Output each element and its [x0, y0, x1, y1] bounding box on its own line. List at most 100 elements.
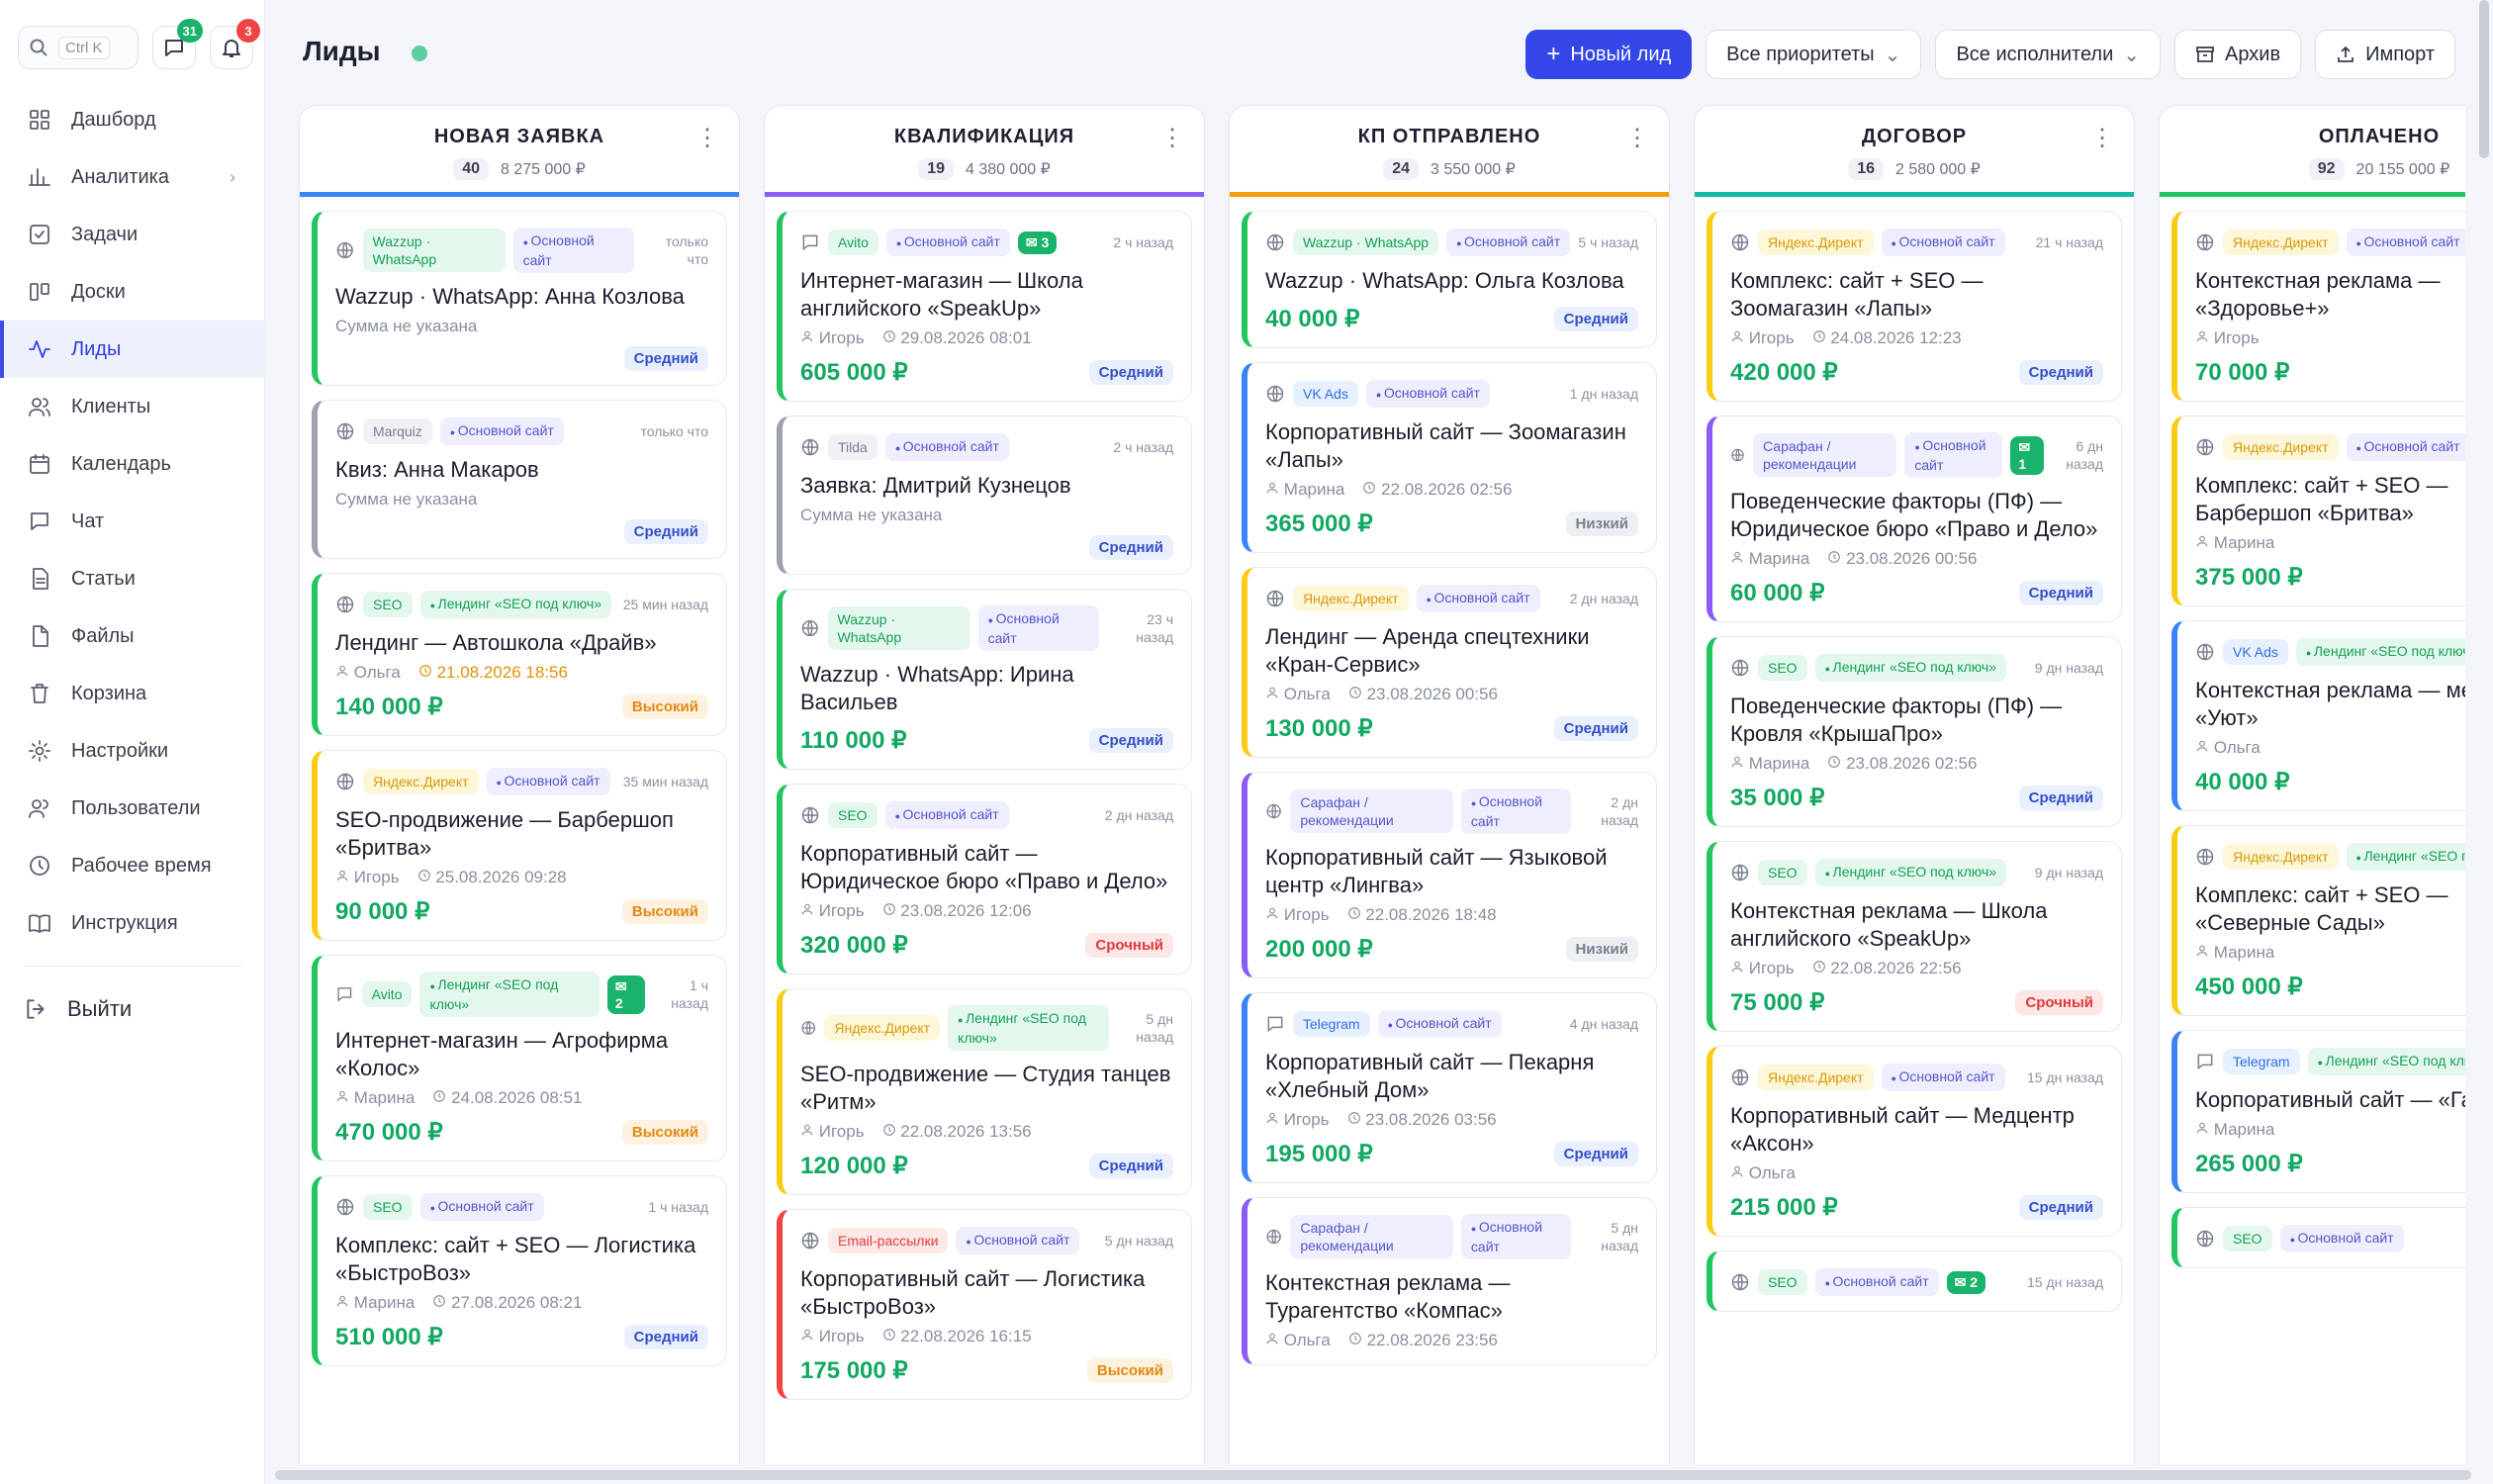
sidebar-item-book[interactable]: Инструкция: [0, 894, 265, 952]
lead-card[interactable]: Avito Основной сайт ✉ 3 2 ч назад Интерн…: [777, 211, 1192, 402]
logout-icon: [27, 999, 45, 1019]
unread-count: 3: [1041, 233, 1050, 250]
live-status-dot: [412, 46, 427, 61]
vertical-scrollbar[interactable]: [2479, 0, 2489, 158]
notifications-button[interactable]: 3: [210, 19, 260, 69]
lead-card[interactable]: Яндекс.Директ Основной сайт 21 ч назад К…: [1707, 211, 2122, 402]
source-tag: Telegram: [2223, 1049, 2300, 1074]
archive-button[interactable]: Архив: [2174, 30, 2302, 79]
lead-card[interactable]: SEO Основной сайт 1 ч назад Комплекс: са…: [312, 1175, 727, 1366]
lead-card[interactable]: Яндекс.Директ Основной сайт 2 дн назад Л…: [1242, 567, 1657, 758]
lead-amount: 510 000 ₽: [335, 1324, 443, 1350]
lead-card[interactable]: VK Ads Основной сайт 1 дн назад Корпорат…: [1242, 362, 1657, 553]
calendar-icon: [30, 454, 49, 474]
lead-amount: 320 000 ₽: [800, 932, 908, 959]
lead-card[interactable]: SEO Лендинг «SEO под ключ» 9 дн назад По…: [1707, 636, 2122, 827]
lead-card[interactable]: SEO Основной сайт ✉ 2 15 дн назад: [1707, 1251, 2122, 1312]
assignee: Игорь: [800, 328, 865, 348]
globe-icon: [801, 1232, 819, 1250]
sidebar-item-leads[interactable]: Лиды: [0, 321, 265, 378]
lead-card[interactable]: Telegram Лендинг «SEO под ключ» Корпорат…: [2171, 1030, 2465, 1193]
assignee-name: Игорь: [818, 328, 865, 347]
priority-badge: Низкий: [1565, 511, 1638, 536]
lead-card[interactable]: Marquiz Основной сайт только что Квиз: А…: [312, 400, 727, 559]
lead-card[interactable]: Wazzup · WhatsApp Основной сайт 23 ч наз…: [777, 589, 1192, 770]
site-tag: Основной сайт: [1377, 1010, 1502, 1038]
lead-card[interactable]: SEO Лендинг «SEO под ключ» 9 дн назад Ко…: [1707, 841, 2122, 1032]
column-menu-icon[interactable]: ⋮: [695, 125, 719, 151]
sidebar-item-files[interactable]: Файлы: [0, 607, 265, 665]
sidebar-item-users[interactable]: Пользователи: [0, 780, 265, 837]
sidebar-item-calendar[interactable]: Календарь: [0, 435, 265, 493]
globe-icon: [2196, 233, 2214, 251]
deadline: 22.08.2026 23:56: [1348, 1331, 1498, 1350]
user-icon: [801, 1124, 813, 1136]
column-menu-icon[interactable]: ⋮: [1625, 125, 1649, 151]
search-button[interactable]: Ctrl K: [18, 26, 138, 69]
lead-card[interactable]: SEO Лендинг «SEO под ключ» 25 мин назад …: [312, 573, 727, 736]
new-lead-button[interactable]: + Новый лид: [1525, 30, 1693, 79]
priority-filter[interactable]: Все приоритеты ⌄: [1706, 30, 1922, 79]
sidebar-item-clock[interactable]: Рабочее время: [0, 837, 265, 894]
no-amount-text: Сумма не указана: [335, 490, 478, 509]
lead-card[interactable]: SEO Основной сайт: [2171, 1207, 2465, 1268]
unread-messages-badge[interactable]: ✉ 3: [1017, 231, 1058, 254]
unread-messages-badge[interactable]: ✉ 1: [2010, 435, 2044, 475]
lead-card[interactable]: Яндекс.Директ Основной сайт Комплекс: са…: [2171, 416, 2465, 606]
unread-count: 1: [2018, 455, 2027, 472]
horizontal-scrollbar[interactable]: [275, 1470, 2471, 1480]
source-tag: SEO: [1758, 655, 1807, 681]
lead-card[interactable]: Яндекс.Директ Лендинг «SEO под ключ» Ком…: [2171, 825, 2465, 1016]
lead-card[interactable]: Яндекс.Директ Основной сайт Контекстная …: [2171, 211, 2465, 402]
lead-card[interactable]: Telegram Основной сайт 4 дн назад Корпор…: [1242, 992, 1657, 1183]
lead-card[interactable]: Яндекс.Директ Лендинг «SEO под ключ» 5 д…: [777, 988, 1192, 1195]
unread-messages-badge[interactable]: ✉ 2: [606, 974, 645, 1014]
sidebar-item-boards[interactable]: Доски: [0, 263, 265, 321]
sidebar-item-clients[interactable]: Клиенты: [0, 378, 265, 435]
clock-icon: [1347, 907, 1360, 919]
user-icon: [1731, 961, 1743, 973]
sidebar-item-tasks[interactable]: Задачи: [0, 206, 265, 263]
lead-card[interactable]: Wazzup · WhatsApp Основной сайт только ч…: [312, 211, 727, 386]
sidebar-item-label: Дашборд: [71, 108, 156, 131]
sidebar-item-label: Доски: [71, 280, 126, 303]
assignee-filter[interactable]: Все исполнители ⌄: [1935, 30, 2162, 79]
lead-card[interactable]: Яндекс.Директ Основной сайт 35 мин назад…: [312, 750, 727, 941]
sidebar-item-label: Лиды: [71, 337, 122, 360]
unread-messages-badge[interactable]: ✉ 2: [1946, 1270, 1986, 1294]
lead-card[interactable]: Wazzup · WhatsApp Основной сайт 5 ч наза…: [1242, 211, 1657, 348]
logout-button[interactable]: Выйти: [0, 980, 265, 1038]
column-menu-icon[interactable]: ⋮: [1160, 125, 1184, 151]
column-sum: 8 275 000 ₽: [500, 161, 586, 178]
lead-card[interactable]: Tilda Основной сайт 2 ч назад Заявка: Дм…: [777, 416, 1192, 575]
lead-card[interactable]: Сарафан / рекомендации Основной сайт 5 д…: [1242, 1197, 1657, 1365]
globe-icon: [2196, 848, 2214, 866]
lead-card[interactable]: Avito Лендинг «SEO под ключ» ✉ 2 1 ч наз…: [312, 955, 727, 1161]
sidebar-item-chat[interactable]: Чат: [0, 493, 265, 550]
sidebar-item-analytics[interactable]: Аналитика ›: [0, 148, 265, 206]
lead-card[interactable]: Сарафан / рекомендации Основной сайт 2 д…: [1242, 772, 1657, 978]
sidebar-item-trash[interactable]: Корзина: [0, 665, 265, 722]
sidebar-item-gear[interactable]: Настройки: [0, 722, 265, 780]
assignee-name: Ольга: [1283, 685, 1331, 703]
priority-badge: Средний: [2018, 581, 2103, 605]
lead-card[interactable]: VK Ads Лендинг «SEO под ключ» Контекстна…: [2171, 620, 2465, 811]
import-button[interactable]: Импорт: [2315, 30, 2455, 79]
column-menu-icon[interactable]: ⋮: [2090, 125, 2114, 151]
no-amount-text: Сумма не указана: [335, 317, 478, 335]
user-icon: [1266, 687, 1278, 698]
deadline-date: 22.08.2026 22:56: [1830, 959, 1962, 977]
lead-card[interactable]: Email-рассылки Основной сайт 5 дн назад …: [777, 1209, 1192, 1400]
site-tag: Основной сайт: [1446, 229, 1571, 256]
chat-bubble-icon: [802, 234, 818, 251]
sidebar-item-articles[interactable]: Статьи: [0, 550, 265, 607]
lead-amount: 195 000 ₽: [1265, 1141, 1373, 1167]
chevron-right-icon: ›: [230, 166, 235, 187]
chat-button[interactable]: 31: [152, 19, 203, 69]
lead-card[interactable]: SEO Основной сайт 2 дн назад Корпоративн…: [777, 784, 1192, 974]
assignee: Игорь: [2195, 328, 2260, 348]
lead-card[interactable]: Сарафан / рекомендации Основной сайт ✉ 1…: [1707, 416, 2122, 622]
lead-card[interactable]: Яндекс.Директ Основной сайт 15 дн назад …: [1707, 1046, 2122, 1237]
sidebar-item-dashboard[interactable]: Дашборд: [0, 91, 265, 148]
